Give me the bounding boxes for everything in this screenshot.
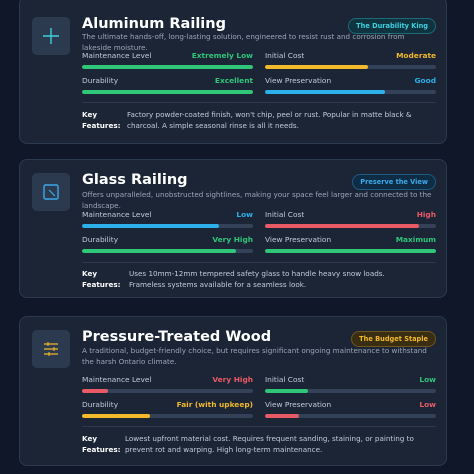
key-features-text: Factory powder-coated finish, won't chip… [127, 110, 412, 130]
metric-label: Initial Cost [265, 210, 305, 219]
key-features-label: Key Features: [82, 434, 121, 454]
aluminum-railing-card: Aluminum Railing The Durability King The… [19, 0, 447, 144]
metric-label: View Preservation [265, 400, 332, 409]
metric-label: Initial Cost [265, 51, 305, 60]
key-features-label: Key Features: [82, 269, 121, 289]
metric-value: Extremely Low [191, 51, 253, 60]
metric-label: Maintenance Level [82, 375, 152, 384]
card-description: A traditional, budget-friendly choice, b… [82, 346, 427, 366]
metric-label: Durability [82, 235, 119, 244]
metric-value: Fair (with upkeep) [176, 400, 253, 409]
metric-fill [265, 249, 436, 253]
metric-fill [82, 414, 151, 418]
divider [82, 102, 436, 103]
metric-track [265, 414, 436, 418]
metric-value: Moderate [396, 51, 436, 60]
metric-fill [265, 65, 368, 69]
metric-fill [82, 389, 108, 393]
pressure-treated-wood-card: Pressure-Treated Wood The Budget Staple … [19, 316, 447, 466]
metric-value: Low [419, 375, 436, 384]
metric-label: View Preservation [265, 76, 332, 85]
card-badge: The Durability King [348, 18, 436, 34]
metric-label: Initial Cost [265, 375, 305, 384]
metric-track [265, 224, 436, 228]
metric-value: Low [419, 400, 436, 409]
key-features-label: Key Features: [82, 110, 121, 130]
metric-track [82, 65, 253, 69]
metric-track [82, 90, 253, 94]
metric-track [265, 389, 436, 393]
metric-fill [82, 65, 253, 69]
metric-fill [82, 224, 219, 228]
metric-label: Durability [82, 400, 119, 409]
metric-fill [265, 389, 308, 393]
metric-fill [265, 414, 300, 418]
metric-track [82, 249, 253, 253]
card-badge: The Budget Staple [351, 331, 436, 347]
metric-track [265, 65, 436, 69]
metric-track [82, 414, 253, 418]
card-title: Aluminum Railing [82, 16, 226, 32]
metric-value: High [416, 210, 436, 219]
metric-label: View Preservation [265, 235, 332, 244]
metric-value: Excellent [214, 76, 253, 85]
glass-railing-card: Glass Railing Preserve the View Offers u… [19, 159, 447, 298]
metric-value: Good [414, 76, 436, 85]
metric-label: Maintenance Level [82, 51, 152, 60]
plus-icon [32, 17, 70, 55]
metric-track [82, 224, 253, 228]
square-frame-icon [32, 173, 70, 211]
card-badge: Preserve the View [352, 174, 436, 190]
metric-track [265, 249, 436, 253]
metric-value: Very High [212, 235, 253, 244]
metric-value: Maximum [395, 235, 436, 244]
wood-planks-icon [32, 330, 70, 368]
metric-fill [82, 249, 236, 253]
metric-value: Low [236, 210, 253, 219]
divider [82, 262, 436, 263]
metric-fill [265, 224, 419, 228]
card-title: Pressure-Treated Wood [82, 329, 272, 345]
card-description: The ultimate hands-off, long-lasting sol… [82, 32, 405, 52]
metric-track [82, 389, 253, 393]
metric-label: Durability [82, 76, 119, 85]
card-description: Offers unparalleled, unobstructed sightl… [82, 190, 432, 210]
metric-fill [82, 90, 253, 94]
key-features-text: Lowest upfront material cost. Requires f… [125, 434, 414, 454]
metric-track [265, 90, 436, 94]
metric-label: Maintenance Level [82, 210, 152, 219]
card-title: Glass Railing [82, 172, 188, 188]
divider [82, 426, 436, 427]
key-features-text: Uses 10mm-12mm tempered safety glass to … [129, 269, 385, 289]
metric-value: Very High [212, 375, 253, 384]
metric-fill [265, 90, 385, 94]
